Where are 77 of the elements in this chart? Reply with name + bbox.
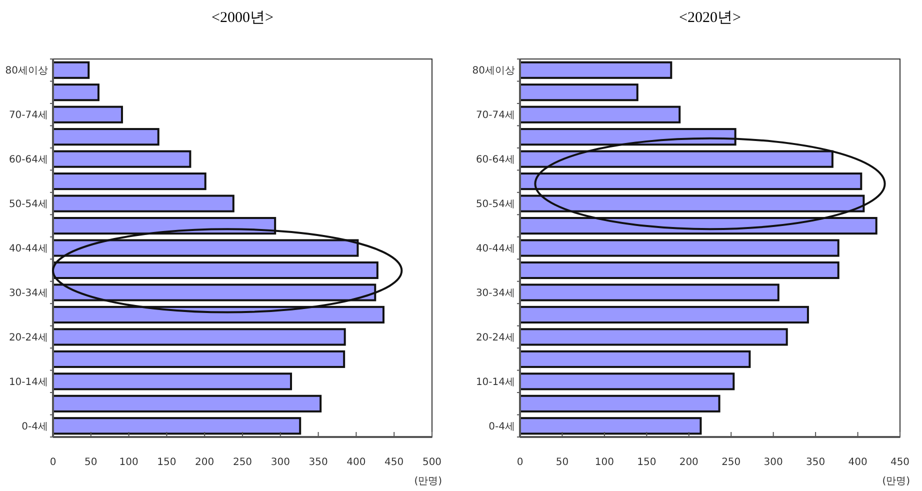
bar: [52, 150, 192, 168]
y-tick-label: 40-44세: [476, 244, 515, 254]
bar: [52, 350, 346, 368]
x-tick-label: 50: [84, 457, 98, 468]
x-tick-label: 250: [722, 457, 741, 468]
bar: [52, 84, 100, 102]
x-tick-label: 100: [594, 457, 614, 468]
x-tick-label: 500: [422, 457, 442, 468]
bar: [52, 284, 376, 302]
x-axis-title: (만명): [882, 476, 910, 487]
x-tick-label: 50: [556, 457, 569, 468]
y-tick-label: 60-64세: [8, 154, 48, 166]
y-tick-label: 70-74세: [476, 110, 515, 122]
y-tick-label: 60-64세: [476, 154, 515, 166]
bar: [519, 306, 809, 324]
x-tick-label: 300: [270, 457, 290, 468]
y-tick-label: 30-34세: [476, 288, 515, 299]
bar: [519, 172, 862, 190]
x-tick-label: 100: [119, 457, 138, 468]
chart-title: <2020년>: [679, 10, 741, 26]
bar: [519, 394, 720, 412]
bar: [52, 394, 322, 412]
x-tick-label: 250: [232, 457, 252, 468]
x-tick-label: 350: [308, 457, 328, 468]
y-tick-label: 80세이상: [472, 66, 515, 77]
bar: [52, 372, 292, 390]
y-tick-label: 50-54세: [476, 199, 515, 210]
y-tick-label: 80세이상: [5, 66, 48, 77]
x-tick-label: 0: [50, 457, 56, 468]
bar: [519, 150, 834, 168]
bar: [519, 372, 735, 390]
bar: [519, 350, 751, 368]
bar: [519, 84, 638, 102]
y-tick-label: 40-44세: [8, 244, 48, 254]
x-tick-label: 400: [848, 457, 868, 468]
x-tick-label: 150: [637, 457, 656, 468]
bar: [519, 194, 865, 212]
bar: [519, 239, 840, 257]
y-tick-label: 10-14세: [476, 376, 515, 388]
bar: [52, 106, 123, 124]
x-tick-label: 400: [346, 457, 366, 468]
bar: [519, 417, 702, 435]
bar: [52, 417, 302, 435]
bar: [519, 128, 736, 146]
y-tick-label: 0-4세: [488, 421, 515, 432]
y-tick-label: 10-14세: [8, 376, 48, 388]
bar: [52, 216, 276, 235]
bar: [519, 284, 780, 302]
bar: [52, 194, 234, 212]
bar: [52, 306, 384, 324]
bar: [52, 328, 346, 346]
y-tick-label: 0-4세: [22, 421, 48, 432]
y-tick-label: 70-74세: [8, 110, 48, 122]
bar: [52, 128, 160, 146]
x-tick-label: 450: [384, 457, 404, 468]
x-axis-title: (만명): [414, 476, 442, 487]
x-tick-label: 300: [764, 457, 783, 468]
bar: [52, 239, 359, 257]
y-tick-label: 30-34세: [8, 288, 48, 299]
bar: [52, 61, 90, 79]
bar: [519, 328, 788, 346]
bar: [519, 261, 840, 280]
x-tick-label: 150: [157, 457, 176, 468]
chart-title: <2000년>: [212, 10, 274, 26]
x-tick-label: 200: [195, 457, 214, 468]
bar: [519, 216, 878, 235]
bar: [52, 261, 378, 280]
x-tick-label: 0: [516, 457, 524, 468]
y-tick-label: 50-54세: [8, 199, 48, 210]
x-tick-label: 450: [890, 457, 910, 468]
bar: [519, 61, 672, 79]
x-tick-label: 350: [806, 457, 826, 468]
y-tick-label: 20-24세: [476, 332, 515, 344]
x-tick-label: 200: [679, 457, 698, 468]
bar: [52, 172, 206, 190]
y-tick-label: 20-24세: [8, 332, 48, 344]
bar: [519, 106, 681, 124]
